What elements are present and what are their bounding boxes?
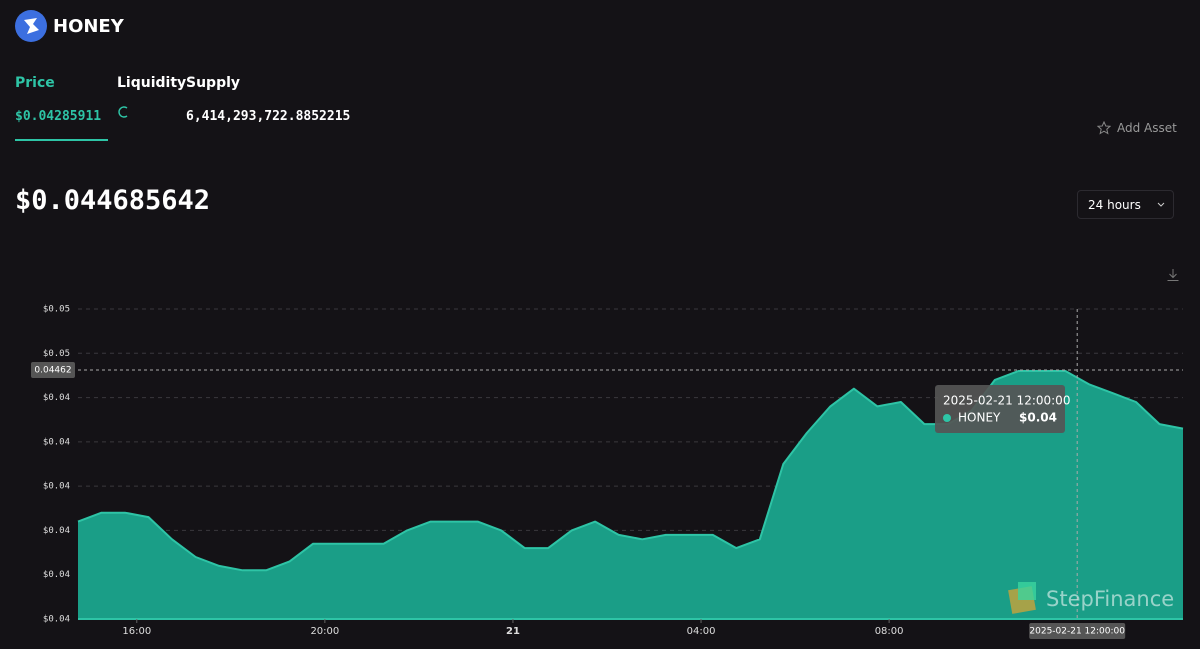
logo-icon [24,18,39,34]
star-icon[interactable] [1097,121,1111,135]
add-asset[interactable]: Add Asset [1117,121,1177,135]
y-tick-label: $0.04 [43,482,70,492]
tooltip-time: 2025-02-21 12:00:00 [943,394,1070,408]
price-stat: $0.04285911 [15,109,102,124]
download-icon[interactable] [1166,268,1180,282]
tab-underline [15,139,108,141]
crosshair-y-label: 0.04462 [34,366,71,376]
y-tick-label: $0.04 [43,526,70,536]
crosshair-y-box [31,362,75,378]
y-tick-label: $0.05 [43,349,70,359]
x-tick-label: 20:00 [310,626,339,637]
tooltip-series: HONEY [958,411,1001,425]
line [77,370,1184,572]
crosshair-x-box [1029,623,1126,639]
y-tick-label: $0.04 [43,570,70,580]
watermark: StepFinance [1046,587,1174,611]
x-tick-label: 16:00 [122,626,151,637]
current-price: $0.044685642 [15,185,211,216]
x-tick-label: 04:00 [687,626,716,637]
supply-stat: 6,414,293,722.8852215 [186,109,351,124]
tooltip: 2025-02-21 12:00:00 HONEY $0.04 [935,385,1070,433]
crosshair-x-label: 2025-02-21 12:00:00 [1029,627,1125,637]
y-tick-label: $0.04 [43,437,70,447]
tooltip-dot [943,414,951,422]
tab[interactable]: Price [15,75,55,91]
y-tick-label: $0.04 [43,393,70,403]
tab[interactable]: Supply [186,75,241,91]
tooltip-value: $0.04 [1019,411,1057,425]
x-tick-label: 08:00 [875,626,904,637]
area [78,371,1183,619]
range-label: 24 hours [1088,198,1141,212]
x-tick-label: 21 [506,626,520,637]
loading-spinner [118,106,128,118]
range-select[interactable]: 24 hours [1077,190,1174,219]
y-tick-label: $0.05 [43,305,70,315]
chevron [1157,202,1165,207]
tab[interactable]: Liquidity [117,75,187,91]
token-name: HONEY [53,16,124,37]
token-logo [15,10,47,42]
watermark-icon-top [1018,582,1036,600]
tooltip-box [935,385,1065,433]
y-tick-label: $0.04 [43,615,70,625]
